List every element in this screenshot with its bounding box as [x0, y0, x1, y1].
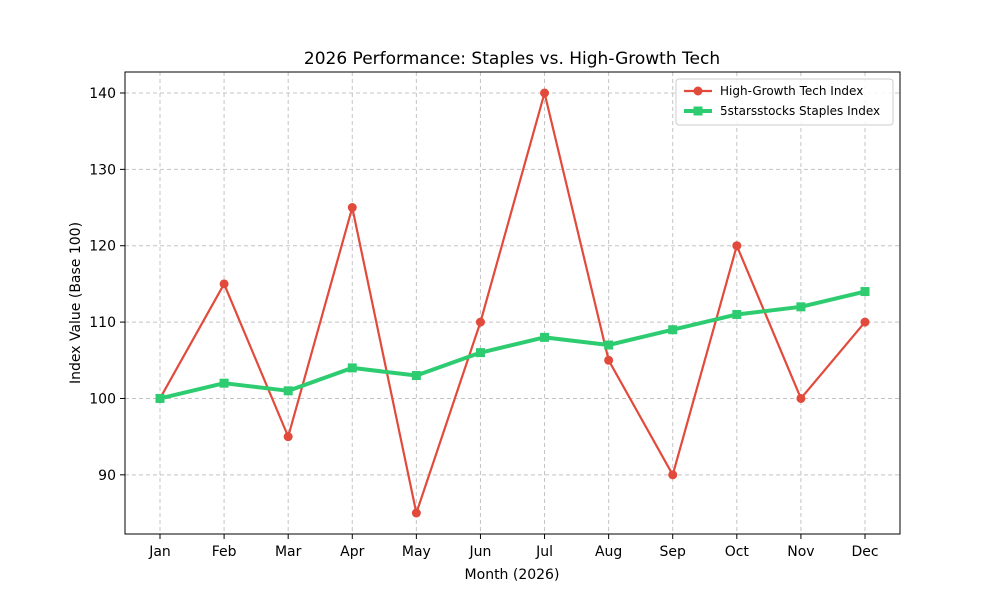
x-tick-label: May: [402, 544, 431, 560]
data-point-circle: [860, 317, 870, 327]
legend-box: [675, 78, 894, 126]
series-2: [155, 287, 870, 403]
legend-marker-circle: [693, 86, 703, 96]
y-tick-label: 100: [89, 391, 116, 407]
data-point-square: [732, 309, 742, 319]
data-point-square: [668, 325, 678, 335]
chart-title: 2026 Performance: Staples vs. High-Growt…: [304, 49, 720, 69]
y-axis-ticks: 90 100 110 120 130 140: [89, 86, 125, 484]
series-1: [155, 88, 870, 518]
data-point-circle: [668, 470, 678, 480]
x-tick-label: Dec: [851, 544, 878, 560]
y-axis-label: Index Value (Base 100): [68, 222, 84, 384]
y-tick-label: 140: [89, 86, 116, 102]
data-point-circle: [475, 317, 485, 327]
series-line: [159, 91, 866, 515]
grid-lines: [125, 72, 900, 534]
data-point-square: [540, 332, 550, 342]
x-tick-label: Oct: [725, 544, 750, 560]
x-tick-label: Jan: [148, 544, 171, 560]
x-tick-label: Jun: [469, 544, 492, 560]
legend-marker-square: [693, 106, 703, 116]
data-point-square: [219, 378, 229, 388]
data-point-circle: [540, 88, 550, 98]
x-tick-label: Mar: [275, 544, 302, 560]
data-point-circle: [732, 241, 742, 251]
legend-item: 5starsstocks Staples Index: [684, 104, 880, 118]
y-tick-label: 120: [89, 239, 116, 255]
data-point-circle: [411, 508, 421, 518]
x-axis-ticks: Jan Feb Mar Apr May Jun Jul Aug Sep Oct Nov Dec: [148, 534, 879, 560]
data-point-circle: [283, 432, 293, 442]
x-tick-label: Jul: [535, 544, 553, 560]
data-point-square: [604, 340, 614, 350]
y-tick-label: 110: [89, 315, 116, 331]
data-point-circle: [347, 203, 357, 213]
series-line: [159, 289, 866, 401]
x-tick-label: Apr: [340, 544, 364, 560]
legend-label: 5starsstocks Staples Index: [720, 104, 880, 118]
x-tick-label: Feb: [212, 544, 237, 560]
plot-frame: [124, 71, 901, 535]
y-tick-label: 130: [89, 162, 116, 178]
data-point-square: [283, 386, 293, 396]
data-point-circle: [219, 279, 229, 289]
data-point-square: [411, 371, 421, 381]
legend-label: High-Growth Tech Index: [720, 84, 863, 98]
legend-item: High-Growth Tech Index: [684, 84, 863, 98]
x-tick-label: Sep: [660, 544, 687, 560]
data-point-square: [796, 302, 806, 312]
data-point-square: [475, 348, 485, 358]
data-point-circle: [604, 355, 614, 365]
data-point-square: [155, 393, 165, 403]
y-tick-label: 90: [98, 468, 116, 484]
x-axis-label: Month (2026): [465, 567, 560, 583]
data-point-circle: [796, 393, 806, 403]
legend: High-Growth Tech Index 5starsstocks Stapl…: [675, 78, 894, 126]
series-lines: [155, 88, 870, 518]
data-point-square: [347, 363, 357, 373]
x-tick-label: Nov: [787, 544, 814, 560]
data-point-square: [860, 287, 870, 297]
x-tick-label: Aug: [595, 544, 622, 560]
